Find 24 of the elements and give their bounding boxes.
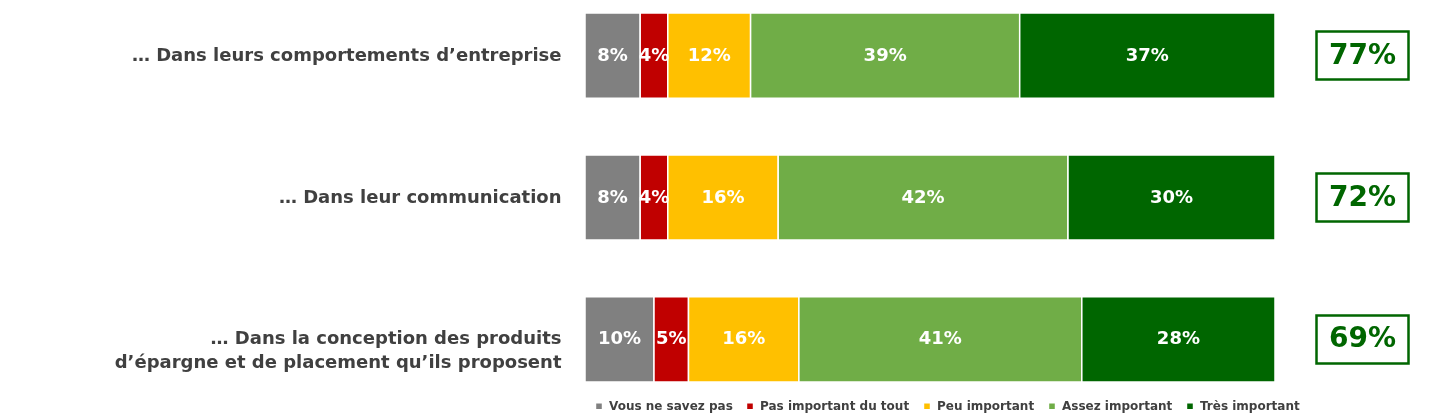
data-label: 16% — [722, 327, 766, 349]
text: 77% — [1328, 37, 1397, 71]
data-label: 39% — [863, 43, 907, 65]
legend-label: Très important — [1200, 399, 1300, 414]
y-tick-label: … Dans leur communication — [278, 185, 562, 207]
data-label: 37% — [1125, 43, 1169, 65]
data-label: 42% — [901, 185, 945, 207]
data-label: 41% — [918, 327, 962, 349]
y-tick-label: … Dans la conception des produits d’épargne et de placement qu’ils proposent — [114, 327, 562, 373]
data-label: 30% — [1149, 185, 1194, 207]
text: 72% — [1328, 179, 1397, 213]
data-label: 16% — [701, 185, 745, 207]
data-label: 8% — [597, 43, 628, 65]
text: 69% — [1328, 321, 1397, 355]
legend-label: Assez important — [1062, 399, 1173, 414]
data-label: 5% — [655, 327, 687, 349]
data-label: 10% — [597, 327, 642, 349]
legend-label: Peu important — [937, 399, 1035, 414]
legend-label: Vous ne savez pas — [609, 399, 733, 414]
data-label: 28% — [1156, 327, 1200, 349]
data-label: 8% — [597, 185, 628, 207]
y-tick-label: … Dans leurs comportements d’entreprise — [131, 43, 562, 65]
data-label: 12% — [687, 43, 731, 65]
legend-label: Pas important du tout — [760, 399, 910, 414]
